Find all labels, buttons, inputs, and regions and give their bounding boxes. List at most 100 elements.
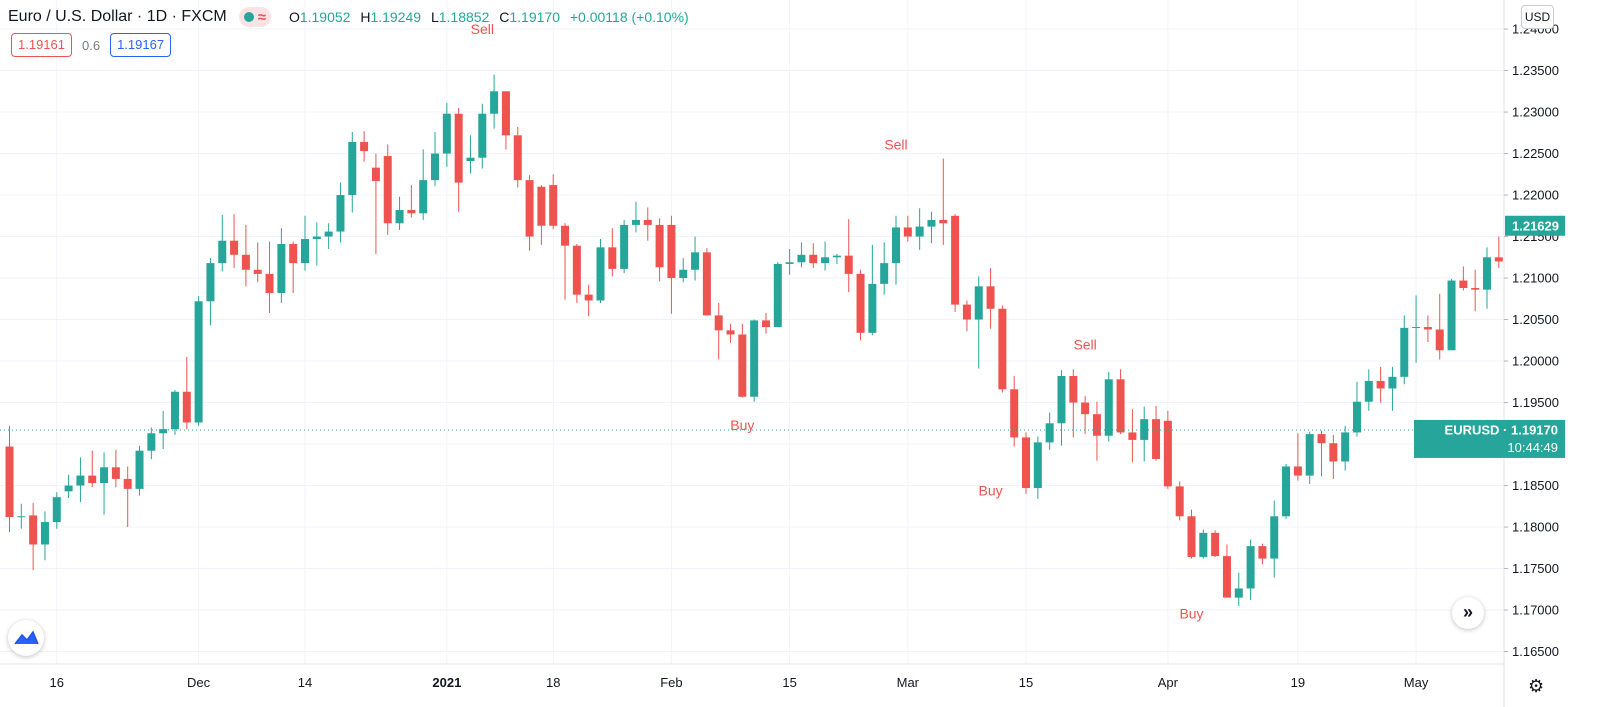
price-axis[interactable]: 1.165001.170001.175001.180001.185001.190… xyxy=(1414,0,1600,707)
candle-73 xyxy=(868,244,877,336)
candle-body xyxy=(1376,380,1385,389)
signal-label-buy: Buy xyxy=(978,483,1002,499)
candle-88 xyxy=(1045,412,1054,450)
candle-body xyxy=(868,283,877,333)
candle-body xyxy=(1341,432,1350,462)
candle-body xyxy=(998,308,1007,390)
candle-98 xyxy=(1163,410,1172,489)
candle-102 xyxy=(1211,530,1220,557)
candle-120 xyxy=(1423,315,1432,342)
candle-111 xyxy=(1317,430,1326,477)
candle-69 xyxy=(821,241,830,271)
candle-11 xyxy=(135,445,144,496)
candle-body xyxy=(1234,588,1243,598)
candle-body xyxy=(454,113,463,183)
candle-body xyxy=(466,157,475,162)
candle-36 xyxy=(431,131,440,186)
market-status-pill[interactable]: ≈ xyxy=(238,7,271,27)
time-tick-label-5: Feb xyxy=(660,675,682,690)
symbol-title[interactable]: Euro / U.S. Dollar · 1D · FXCM xyxy=(8,8,227,25)
candle-body xyxy=(324,231,333,237)
candle-52 xyxy=(620,219,629,274)
time-tick-label-8: 15 xyxy=(1019,675,1033,690)
candle-body xyxy=(974,286,983,320)
candle-76 xyxy=(903,215,912,242)
candle-65 xyxy=(773,262,782,328)
candle-body xyxy=(1412,327,1421,329)
candle-body xyxy=(903,227,912,237)
candle-body xyxy=(1494,257,1503,262)
time-tick-label-6: 15 xyxy=(782,675,796,690)
candle-body xyxy=(773,263,782,328)
price-tick-label-3: 1.18000 xyxy=(1512,520,1559,535)
candle-94 xyxy=(1116,369,1125,435)
chevron-double-right-icon[interactable]: » xyxy=(1452,597,1484,629)
candle-body xyxy=(561,225,570,246)
candle-96 xyxy=(1140,406,1149,462)
candle-126 xyxy=(1494,236,1503,269)
change-value: +0.00118 (+0.10%) xyxy=(569,9,689,25)
candle-50 xyxy=(596,239,605,303)
market-open-dot-icon xyxy=(243,12,254,22)
candle-body xyxy=(147,433,156,451)
candle-104 xyxy=(1234,572,1243,606)
sell-button[interactable]: 1.19161 xyxy=(11,33,72,57)
candle-118 xyxy=(1400,315,1409,385)
candle-7 xyxy=(88,450,97,488)
candle-body xyxy=(1116,379,1125,433)
currency-button[interactable]: USD xyxy=(1521,5,1554,29)
candle-body xyxy=(1104,379,1113,436)
candle-99 xyxy=(1175,481,1184,521)
candle-body xyxy=(76,475,85,486)
candle-51 xyxy=(608,228,617,277)
candle-110 xyxy=(1305,431,1314,484)
signal-label-sell: Sell xyxy=(471,21,494,37)
candle-38 xyxy=(454,107,463,212)
candle-43 xyxy=(513,126,522,188)
candle-body xyxy=(182,391,191,423)
candle-body xyxy=(383,156,392,224)
candle-body xyxy=(159,429,168,434)
candle-10 xyxy=(123,466,132,528)
candlesticks xyxy=(5,74,1574,606)
candle-body xyxy=(360,141,369,152)
candle-body xyxy=(1187,516,1196,557)
candle-body xyxy=(525,180,534,237)
candle-8 xyxy=(100,452,109,515)
candle-86 xyxy=(1022,432,1031,494)
candle-13 xyxy=(159,410,168,450)
buy-button[interactable]: 1.19167 xyxy=(110,33,172,57)
signal-label-sell: Sell xyxy=(1073,336,1096,352)
spread-value: 0.6 xyxy=(82,37,101,53)
candle-body xyxy=(797,254,806,263)
candle-body xyxy=(64,485,73,492)
candle-body xyxy=(1222,556,1231,598)
candle-body xyxy=(1317,434,1326,444)
candle-28 xyxy=(336,182,345,243)
candle-26 xyxy=(312,222,321,266)
candle-23 xyxy=(277,228,286,303)
time-tick-label-9: Apr xyxy=(1158,675,1179,690)
tradingview-logo-icon[interactable] xyxy=(8,620,44,656)
candle-body xyxy=(761,320,770,328)
candle-90 xyxy=(1069,369,1078,438)
candle-58 xyxy=(691,236,700,281)
candle-77 xyxy=(915,208,924,250)
candle-61 xyxy=(726,323,735,343)
candle-37 xyxy=(442,102,451,167)
gear-icon[interactable]: ⚙ xyxy=(1528,676,1545,696)
candle-25 xyxy=(301,215,309,271)
candle-93 xyxy=(1104,371,1113,442)
candle-91 xyxy=(1081,395,1090,435)
candle-body xyxy=(856,273,865,333)
candle-41 xyxy=(490,74,499,129)
candle-123 xyxy=(1459,266,1468,291)
candle-42 xyxy=(501,91,510,150)
candle-109 xyxy=(1293,433,1302,481)
signal-label-buy: Buy xyxy=(1179,605,1203,621)
candle-80 xyxy=(951,214,960,313)
candle-body xyxy=(218,240,227,264)
candle-4 xyxy=(52,492,61,529)
candle-body xyxy=(1258,546,1267,559)
